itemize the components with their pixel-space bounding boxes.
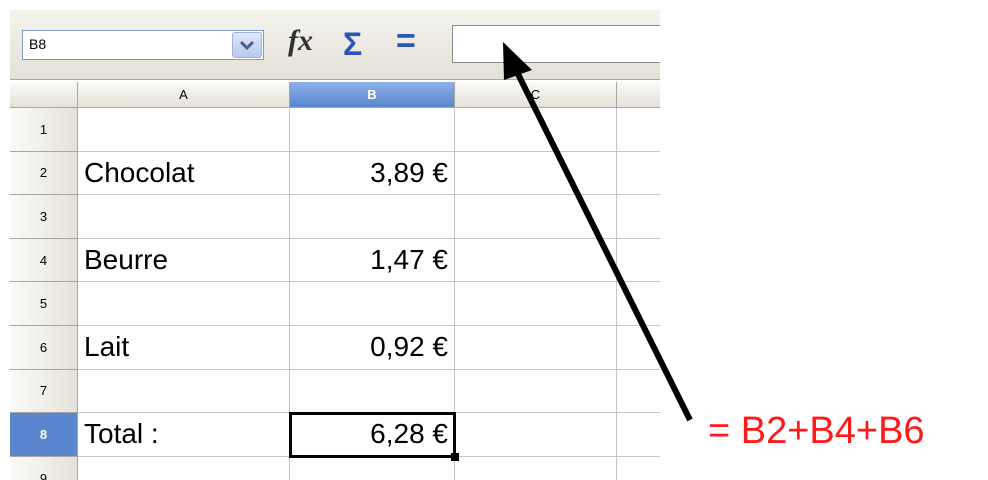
- cell: [617, 195, 660, 239]
- cell: [455, 413, 617, 457]
- row-header: 6: [10, 326, 78, 370]
- cell: [78, 456, 290, 480]
- cell: 3,89 €: [290, 151, 455, 196]
- cell: [290, 108, 455, 152]
- row-header: 3: [10, 195, 78, 239]
- cell: [617, 370, 660, 414]
- cell: 1,47 €: [290, 238, 455, 283]
- cell: Beurre: [78, 238, 290, 283]
- cell: Chocolat: [78, 151, 290, 196]
- cell: [455, 238, 617, 283]
- cell: [455, 456, 617, 480]
- cell: [617, 413, 660, 457]
- cell: [617, 282, 660, 326]
- arrow-head: [503, 42, 532, 80]
- row-header: 4: [10, 238, 78, 283]
- cell: [290, 195, 455, 239]
- cell: [617, 108, 660, 152]
- cell: [78, 195, 290, 239]
- cell: [78, 108, 290, 152]
- selection: [289, 412, 456, 458]
- cell: Total :: [78, 413, 290, 457]
- cell: [290, 282, 455, 326]
- arrow-line: [511, 64, 693, 422]
- column-header: [617, 82, 660, 108]
- cell: [455, 151, 617, 196]
- fill-handle: [451, 452, 459, 461]
- row-header: 7: [10, 369, 78, 414]
- cell: [455, 195, 617, 239]
- row-header: 1: [10, 108, 78, 152]
- cell: Lait: [78, 326, 290, 370]
- dropdown-button[interactable]: [232, 32, 262, 58]
- cell: 0,92 €: [290, 326, 455, 370]
- cell: [617, 152, 660, 196]
- cell: [78, 282, 290, 326]
- cell: [455, 282, 617, 326]
- spreadsheet: B8 fx Σ = A B C 1 2 Chocolat 3,89 €3 4 Beurre 1,4…: [10, 10, 660, 480]
- column-header: B: [290, 82, 455, 108]
- row-header: 9: [10, 456, 78, 480]
- corner: [10, 82, 78, 108]
- column-header: A: [78, 82, 290, 108]
- cell: [78, 369, 290, 414]
- formula-button[interactable]: =: [396, 22, 416, 60]
- cell: [455, 326, 617, 370]
- cell: [617, 239, 660, 283]
- cell: [617, 326, 660, 370]
- cell: [455, 108, 617, 152]
- sum-button[interactable]: Σ: [343, 26, 363, 62]
- name-box[interactable]: B8: [22, 30, 264, 60]
- formula-input[interactable]: [452, 25, 660, 63]
- function-wizard[interactable]: fx: [288, 24, 313, 57]
- dropdown-arrow: [239, 40, 255, 51]
- row-header: 8: [10, 413, 78, 457]
- cell: [455, 369, 617, 414]
- annotation: = B2+B4+B6: [708, 410, 925, 452]
- cell: [290, 456, 455, 480]
- row-header: 5: [10, 282, 78, 326]
- row-header: 2: [10, 151, 78, 196]
